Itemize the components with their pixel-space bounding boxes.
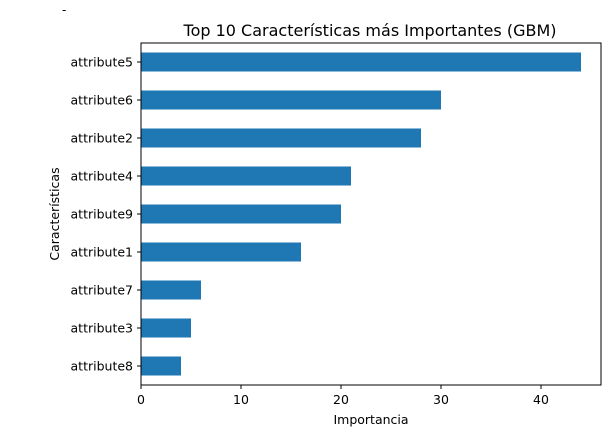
y-tick-label: attribute6 (71, 93, 134, 108)
y-tick-label: attribute7 (71, 283, 133, 298)
bars-group (141, 52, 581, 376)
bar-attribute6 (141, 90, 441, 110)
bar-attribute9 (141, 204, 341, 224)
bar-attribute2 (141, 128, 421, 148)
bar-attribute5 (141, 52, 581, 72)
y-tick-label: attribute3 (71, 321, 133, 336)
bar-attribute3 (141, 318, 191, 338)
y-tick-label: attribute5 (71, 55, 133, 70)
y-tick-label: attribute2 (71, 131, 133, 146)
y-tick-label: attribute9 (71, 207, 134, 222)
y-axis-label: Características (47, 167, 62, 260)
chart-title: Top 10 Características más Importantes (… (183, 21, 557, 40)
plot-frame (140, 42, 602, 386)
y-ticks-group: attribute5 attribute6 attribute2 attribute4… (71, 55, 141, 374)
y-tick-label: attribute4 (71, 169, 134, 184)
bar-attribute4 (141, 166, 351, 186)
x-axis-label: Importancia (333, 412, 408, 427)
x-ticks-group: 0 10 20 30 40 (137, 385, 549, 407)
x-tick-label: 20 (333, 392, 349, 407)
bar-attribute7 (141, 280, 201, 300)
y-tick-label: attribute8 (71, 359, 134, 374)
bar-attribute8 (141, 356, 181, 376)
bar-attribute1 (141, 242, 301, 262)
stray-mark: - (62, 3, 67, 17)
y-tick-label: attribute1 (71, 245, 133, 260)
x-tick-label: 0 (137, 392, 145, 407)
x-tick-label: 10 (233, 392, 249, 407)
x-tick-label: 30 (433, 392, 449, 407)
x-tick-label: 40 (533, 392, 549, 407)
